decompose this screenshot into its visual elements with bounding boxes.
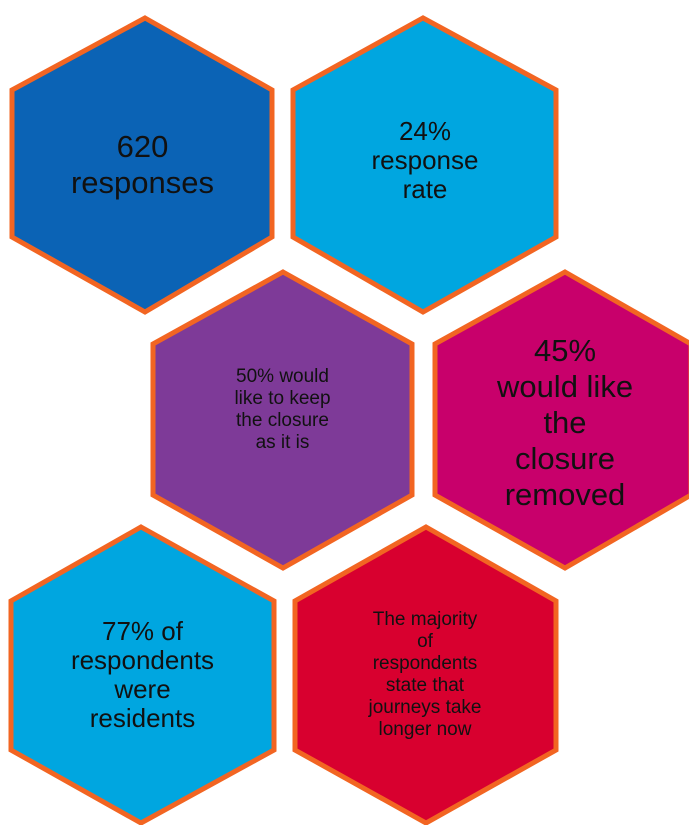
- hexagon-remove-closure-text: 45% would like the closure removed: [496, 332, 634, 512]
- hexagon-responses-text: 620 responses: [70, 129, 215, 200]
- hexagon-response-rate-text: 24% response rate: [371, 115, 479, 204]
- hexagon-responses: [9, 15, 275, 315]
- hexagon-journeys-longer-text: The majority of respondents state that j…: [368, 609, 482, 740]
- hexagon-journeys-longer: [292, 524, 559, 825]
- hexagon-remove-closure: [432, 269, 689, 571]
- hexagon-keep-closure-text: 50% would like to keep the closure as it…: [234, 366, 331, 453]
- hexagon-residents-text: 77% of respondents were residents: [70, 616, 215, 733]
- hexagon-keep-closure: [150, 269, 415, 571]
- hexagon-response-rate: [290, 15, 559, 315]
- hexagon-residents: [8, 524, 277, 825]
